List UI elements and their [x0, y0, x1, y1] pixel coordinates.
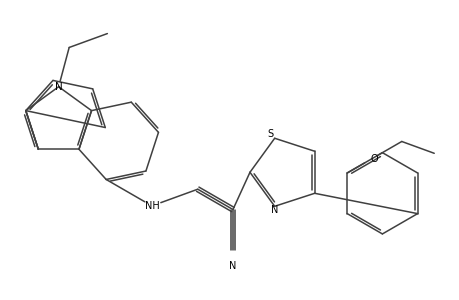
Text: S: S [267, 129, 273, 139]
Text: N: N [270, 206, 278, 215]
Text: NH: NH [144, 201, 159, 211]
Text: O: O [370, 154, 378, 164]
Text: N: N [229, 261, 236, 272]
Text: N: N [55, 82, 62, 92]
